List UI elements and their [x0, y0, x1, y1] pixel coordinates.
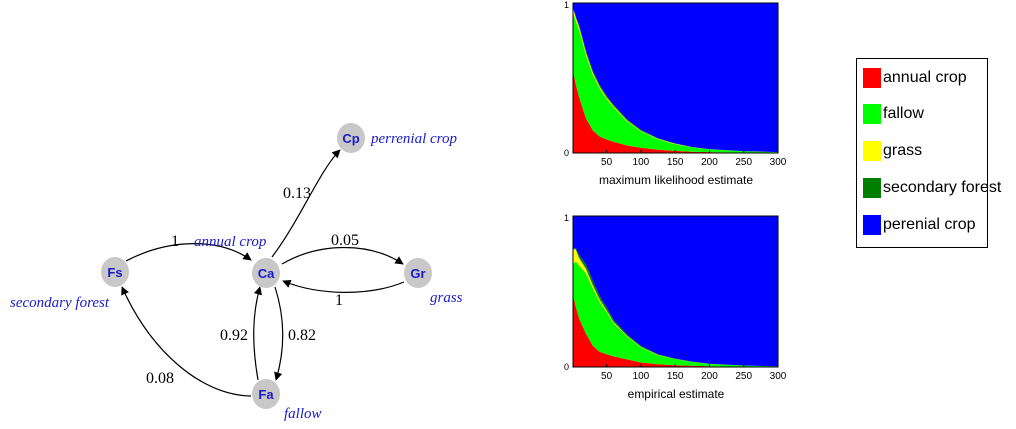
weight-fs-ca: 1 — [171, 233, 179, 250]
chart-empirical: 1 0 50 100 150 200 250 300 empirical estimate — [564, 213, 787, 401]
transition-graph: 1 0.13 0.05 1 0.92 0.82 0.08 Fs Ca Cp Gr… — [10, 123, 463, 422]
edge-fa-fs — [121, 286, 252, 397]
area-perenial-crop — [573, 3, 778, 153]
legend-item-secondary-forest: secondary forest — [863, 175, 1001, 201]
weight-ca-cp: 0.13 — [283, 185, 311, 202]
node-ca-label: Ca — [258, 266, 275, 281]
legend-label: perenial crop — [883, 216, 976, 233]
legend-swatch — [863, 104, 881, 124]
weight-fa-fs: 0.08 — [146, 370, 174, 387]
weight-fa-ca: 0.92 — [220, 327, 248, 344]
xtick-label: 300 — [770, 157, 787, 168]
chart-empirical-xlabel: empirical estimate — [628, 387, 725, 401]
chart-mle-ytick-max: 1 — [564, 0, 569, 10]
node-cp-label: Cp — [342, 131, 359, 146]
chart-mle: 1 0 50 100 150 200 250 300 maximum likelihood… — [564, 0, 787, 187]
chart-mle-xticks: 50 100 150 200 250 300 — [601, 150, 787, 168]
node-fa-label: Fa — [258, 387, 274, 402]
area-perenial-crop — [573, 216, 778, 367]
chart-empirical-ytick-min: 0 — [564, 362, 569, 372]
edge-ca-gr — [281, 246, 404, 265]
legend-swatch — [863, 141, 881, 161]
xtick-label: 150 — [667, 371, 684, 382]
chart-mle-xlabel: maximum likelihood estimate — [599, 173, 753, 187]
legend-item-grass: grass — [863, 138, 922, 164]
chart-empirical-xticks: 50 100 150 200 250 300 — [601, 364, 787, 382]
edge-fs-ca — [125, 243, 252, 262]
chart-empirical-areas — [573, 216, 778, 367]
node-cp: Cp — [337, 123, 365, 153]
chart-mle-ytick-min: 0 — [564, 148, 569, 158]
weight-gr-ca: 1 — [335, 292, 343, 309]
node-ca-name: annual crop — [194, 234, 267, 250]
node-fs-name: secondary forest — [10, 295, 110, 311]
legend-label: secondary forest — [883, 179, 1002, 196]
chart-mle-areas — [573, 3, 778, 153]
area-annual-crop — [573, 70, 778, 153]
area-fallow — [573, 261, 778, 367]
area-annual-crop — [573, 294, 778, 367]
legend-item-perenial-crop: perenial crop — [863, 212, 976, 238]
edge-gr-ca — [282, 279, 405, 293]
chart-legend: annual crop fallow grass secondary fores… — [856, 58, 1001, 248]
xtick-label: 250 — [735, 371, 752, 382]
legend-swatch — [863, 215, 881, 235]
node-gr-label: Gr — [410, 266, 425, 281]
node-fa-name: fallow — [284, 406, 322, 422]
legend-label: grass — [883, 142, 923, 159]
xtick-label: 300 — [770, 371, 787, 382]
node-fa: Fa — [252, 379, 280, 409]
xtick-label: 100 — [633, 371, 650, 382]
xtick-label: 100 — [633, 157, 650, 168]
weight-ca-gr: 0.05 — [331, 232, 359, 249]
weight-ca-fa: 0.82 — [288, 327, 316, 344]
legend-label: fallow — [883, 105, 924, 122]
legend-swatch — [863, 178, 881, 198]
xtick-label: 50 — [601, 371, 613, 382]
edge-ca-cp — [271, 149, 341, 258]
legend-item-fallow: fallow — [863, 101, 924, 127]
node-gr: Gr — [404, 258, 432, 288]
node-fs: Fs — [101, 257, 129, 287]
xtick-label: 50 — [601, 157, 613, 168]
chart-empirical-ytick-max: 1 — [564, 213, 569, 223]
xtick-label: 200 — [701, 371, 718, 382]
node-cp-name: perrenial crop — [370, 131, 457, 147]
xtick-label: 250 — [735, 157, 752, 168]
xtick-label: 200 — [701, 157, 718, 168]
node-ca: Ca — [252, 258, 280, 288]
edge-ca-fa — [274, 286, 284, 381]
edge-fa-ca — [253, 286, 262, 381]
xtick-label: 150 — [667, 157, 684, 168]
legend-item-annual-crop: annual crop — [863, 65, 967, 91]
legend-label: annual crop — [883, 69, 967, 86]
node-fs-label: Fs — [107, 265, 122, 280]
legend-swatch — [863, 68, 881, 88]
node-gr-name: grass — [430, 290, 463, 306]
